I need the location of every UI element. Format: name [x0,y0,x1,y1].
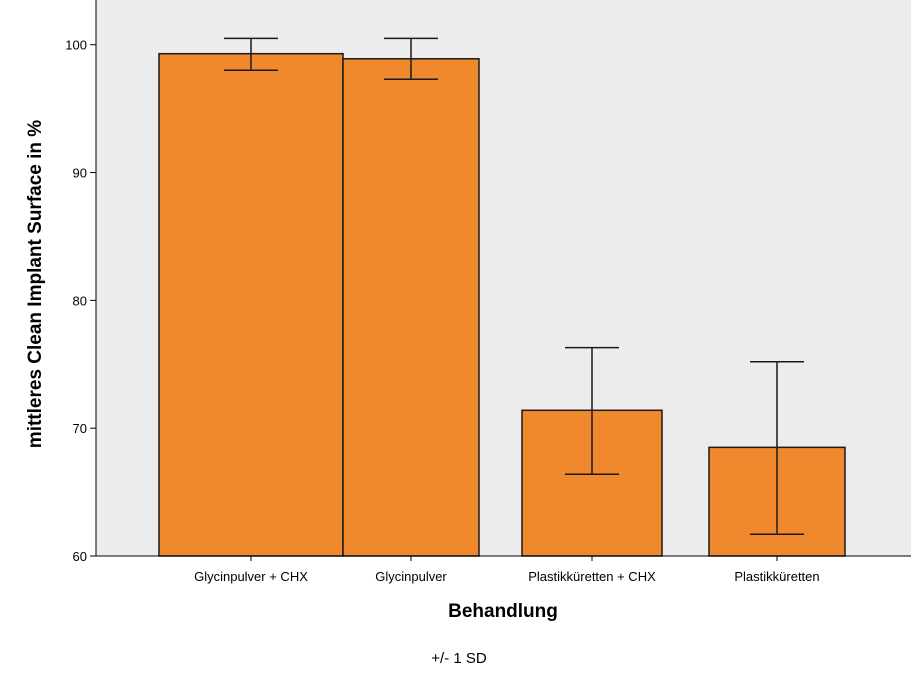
y-axis-title: mittleres Clean Implant Surface in % [25,120,46,448]
y-tick-label: 100 [65,38,87,53]
bar [342,58,480,557]
x-tick-label: Plastikküretten + CHX [528,569,656,584]
x-tick-label: Glycinpulver + CHX [194,569,308,584]
y-tick-label: 60 [73,549,87,564]
y-tick-label: 80 [73,293,87,308]
axes-layer [95,0,911,557]
y-tick-label: 70 [73,421,87,436]
y-tick-label: 90 [73,166,87,181]
x-tick-label: Glycinpulver [375,569,447,584]
x-labels-layer: Glycinpulver + CHX Glycinpulver Plastikkür… [194,556,820,584]
bar [158,52,344,557]
error-bar-footnote: +/- 1 SD [431,650,487,667]
error-bars-layer [224,37,804,536]
x-tick-label: Plastikküretten [734,569,819,584]
x-axis-title: Behandlung [448,601,558,622]
y-ticks-layer: 60 70 80 90 100 [65,38,96,564]
